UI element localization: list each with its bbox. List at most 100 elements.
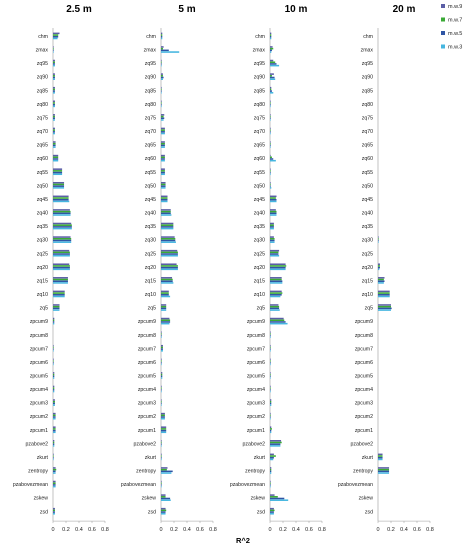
bar-zq30-m-w-5 — [270, 239, 275, 242]
bar-zpcum6-m-w-5 — [53, 361, 54, 364]
bar-zq60-m-w-7 — [53, 156, 59, 159]
category-label: pzabove2 — [243, 441, 266, 447]
bar-zpcum1-m-w-7 — [270, 428, 272, 430]
bar-pzabove2-m-w-9 — [270, 440, 282, 442]
bar-zpcum6-m-w-3 — [161, 363, 162, 366]
bar-zpcum8-m-w-3 — [161, 336, 162, 339]
bar-zq85-m-w-7 — [161, 88, 162, 91]
bar-zq5-m-w-7 — [53, 305, 60, 308]
bar-zsd-m-w-7 — [53, 509, 55, 512]
bar-zq80-m-w-5 — [270, 103, 271, 106]
bar-zq75-m-w-5 — [270, 117, 271, 120]
category-label: zq15 — [37, 278, 48, 284]
category-label: zq10 — [37, 292, 48, 298]
bar-zpcum6-m-w-9 — [53, 358, 54, 361]
bar-zq85-m-w-5 — [53, 90, 55, 92]
bar-zq85-m-w-3 — [53, 92, 55, 94]
bar-zq65-m-w-7 — [270, 142, 271, 145]
bar-zq30-m-w-9 — [270, 236, 274, 238]
bar-zq30-m-w-3 — [161, 241, 176, 243]
bar-zq55-m-w-9 — [53, 168, 63, 170]
bar-zq10-m-w-3 — [378, 295, 390, 298]
category-label: zq25 — [145, 251, 156, 257]
bar-zq25-m-w-3 — [53, 254, 70, 257]
bar-pzabovezmean-m-w-3 — [270, 485, 271, 488]
bar-zq95-m-w-5 — [53, 63, 55, 65]
category-label: zq55 — [37, 170, 48, 176]
bar-zpcum7-m-w-5 — [161, 348, 163, 350]
bar-zpcum5-m-w-9 — [161, 372, 163, 374]
bar-zmax-m-w-7 — [270, 47, 274, 50]
bar-zentropy-m-w-9 — [378, 467, 390, 469]
bar-zq20-m-w-9 — [161, 263, 177, 266]
bar-zq30-m-w-9 — [53, 236, 71, 238]
bar-zq15-m-w-9 — [161, 277, 173, 279]
bar-zpcum1-m-w-3 — [161, 431, 167, 434]
bar-zpcum4-m-w-5 — [270, 389, 271, 391]
bar-zq90-m-w-9 — [270, 73, 274, 75]
bar-zq60-m-w-7 — [270, 156, 272, 159]
bar-zpcum6-m-w-5 — [161, 361, 162, 364]
bar-zq15-m-w-3 — [270, 282, 283, 284]
bar-zpcum9-m-w-3 — [161, 322, 170, 325]
bar-zpcum6-m-w-7 — [53, 360, 54, 362]
bar-zentropy-m-w-3 — [161, 472, 172, 474]
bar-zq80-m-w-7 — [270, 102, 271, 104]
bar-zq35-m-w-7 — [270, 224, 274, 226]
bar-zpcum1-m-w-9 — [53, 426, 56, 428]
bar-zpcum8-m-w-3 — [270, 336, 271, 339]
category-label: zq20 — [254, 265, 265, 271]
bar-zpcum2-m-w-7 — [161, 414, 165, 417]
bar-zq15-m-w-9 — [53, 277, 68, 279]
bar-zq20-m-w-7 — [161, 265, 178, 267]
bar-zskew-m-w-9 — [161, 494, 166, 496]
bar-zq30-m-w-7 — [53, 238, 72, 240]
category-label: zpcum2 — [247, 414, 265, 420]
legend-entry-m-w-9: m.w.9 — [448, 4, 462, 10]
category-label: zq90 — [37, 75, 48, 81]
bar-zkurt-m-w-7 — [161, 455, 162, 457]
bar-zq55-m-w-7 — [161, 170, 165, 172]
panel-2-5-m: 2.5 m chm zmax zq95 zq90 zq85 zq80 zq75 zq70 zq65… — [13, 4, 109, 533]
bar-zpcum9-m-w-7 — [161, 319, 171, 322]
category-label: zq55 — [254, 170, 265, 176]
bar-zq40-m-w-9 — [270, 209, 276, 211]
bar-zq50-m-w-5 — [53, 185, 65, 187]
bar-zq5-m-w-9 — [378, 304, 391, 306]
bar-zq85-m-w-7 — [53, 88, 55, 91]
bar-zq75-m-w-7 — [161, 115, 164, 118]
bar-zq5-m-w-3 — [270, 309, 280, 311]
legend-swatch-m-w-3 — [441, 44, 445, 49]
category-label: zpcum1 — [30, 428, 48, 434]
bar-chm-m-w-7 — [161, 34, 163, 36]
category-label: zmax — [361, 48, 374, 54]
bar-zsd-m-w-9 — [270, 507, 274, 510]
bar-zq20-m-w-3 — [378, 268, 380, 271]
bar-zq50-m-w-5 — [161, 185, 166, 187]
bar-zq45-m-w-9 — [161, 195, 168, 198]
bar-zq40-m-w-9 — [161, 209, 171, 211]
bar-zq15-m-w-7 — [270, 278, 282, 281]
category-label: zmax — [36, 48, 49, 54]
bar-pzabove2-m-w-3 — [53, 445, 55, 447]
bar-zq90-m-w-7 — [53, 75, 55, 77]
panel-5-m: 5 m chm zmax zq95 zq90 zq85 zq80 zq75 zq70 zq65 zq… — [121, 4, 217, 533]
bar-zsd-m-w-3 — [161, 513, 166, 515]
bar-pzabove2-m-w-5 — [270, 443, 281, 445]
category-label: zskew — [142, 496, 157, 502]
bar-zq65-m-w-5 — [161, 144, 165, 147]
bar-zq90-m-w-5 — [270, 76, 275, 79]
category-label: zkurt — [254, 455, 266, 461]
bar-zq20-m-w-5 — [270, 266, 286, 269]
category-label: zq50 — [37, 183, 48, 189]
bar-zq35-m-w-9 — [161, 222, 174, 225]
bar-zq50-m-w-3 — [161, 187, 166, 189]
bar-zpcum2-m-w-5 — [53, 416, 56, 418]
bar-zq70-m-w-9 — [161, 127, 165, 130]
bar-zpcum2-m-w-7 — [53, 414, 56, 417]
bar-zq90-m-w-7 — [161, 75, 163, 77]
category-label: zq95 — [145, 61, 156, 67]
category-label: zkurt — [37, 455, 49, 461]
x-tick-label: 0.2 — [387, 527, 395, 533]
bar-zq30-m-w-3 — [53, 241, 72, 243]
